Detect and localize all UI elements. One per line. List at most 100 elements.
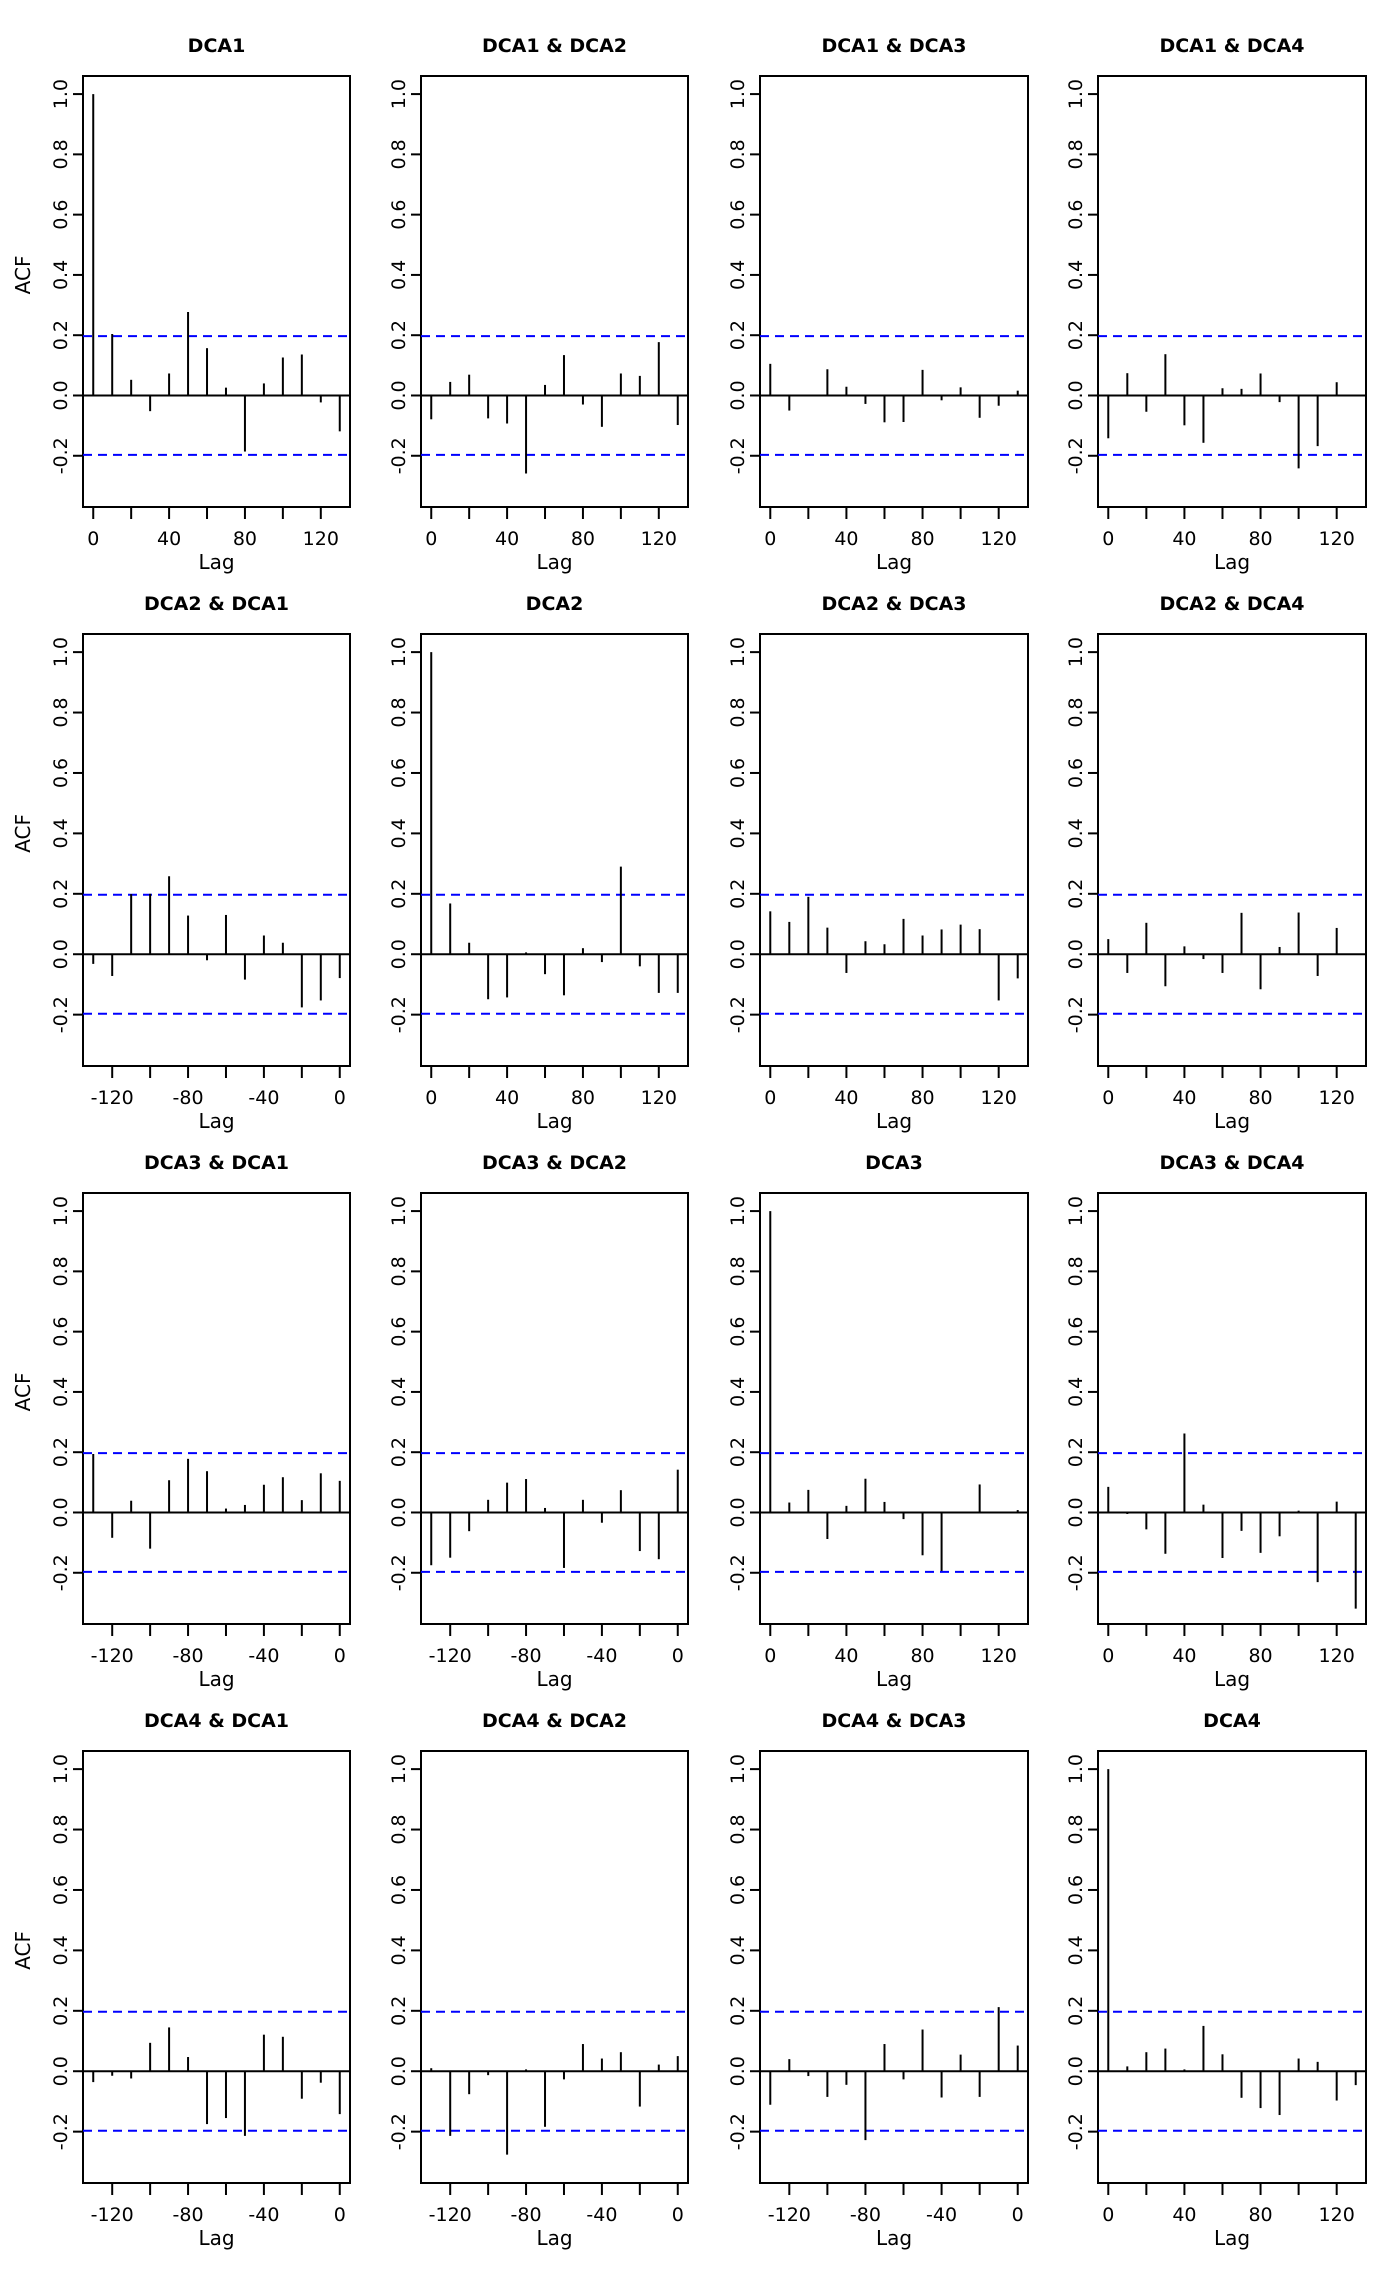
x-axis-label: Lag bbox=[1214, 1109, 1250, 1133]
acf-panel: DCA2 & DCA1 -0.2 0.0 0.2 0.4 0.6 0.8 1.0 -120 -80… bbox=[11, 593, 351, 1133]
y-tick-label: 0.0 bbox=[1065, 1497, 1087, 1527]
y-tick-label: 0.6 bbox=[388, 1317, 410, 1347]
y-tick-label: 0.6 bbox=[1065, 200, 1087, 230]
y-tick-label: 0.4 bbox=[388, 1935, 410, 1965]
y-tick-label: 0.0 bbox=[1065, 939, 1087, 969]
plot-frame bbox=[420, 1192, 689, 1625]
x-tick-label: 0 bbox=[334, 2204, 346, 2226]
x-tick-label: 80 bbox=[1248, 1087, 1272, 1109]
y-tick-label: -0.2 bbox=[50, 996, 72, 1033]
x-tick-label: 0 bbox=[1102, 528, 1114, 550]
x-tick-label: 0 bbox=[1102, 2204, 1114, 2226]
x-tick-label: 0 bbox=[1102, 1645, 1114, 1667]
acf-panel: DCA1 & DCA2 -0.2 0.0 0.2 0.4 0.6 0.8 1.0 0 40 80 12… bbox=[388, 35, 689, 574]
x-axis-label: Lag bbox=[1214, 550, 1250, 574]
x-tick-label: 0 bbox=[672, 2204, 684, 2226]
plot-frame bbox=[420, 1750, 689, 2184]
y-tick-label: 0.2 bbox=[50, 879, 72, 909]
y-tick-label: 0.4 bbox=[727, 818, 749, 848]
panel-title: DCA2 & DCA3 bbox=[821, 593, 966, 615]
x-axis-label: Lag bbox=[1214, 1667, 1250, 1691]
x-tick-label: 0 bbox=[334, 1645, 346, 1667]
panel-title: DCA4 & DCA3 bbox=[821, 1710, 966, 1732]
x-tick-label: -40 bbox=[926, 2204, 957, 2226]
y-tick-label: 0.0 bbox=[50, 1497, 72, 1527]
x-tick-label: 120 bbox=[1319, 1087, 1355, 1109]
panel-title: DCA4 & DCA1 bbox=[144, 1710, 289, 1732]
y-tick-label: 1.0 bbox=[388, 1754, 410, 1784]
y-tick-label: 0.0 bbox=[388, 2056, 410, 2086]
y-tick-label: 0.8 bbox=[727, 697, 749, 727]
y-tick-label: 0.8 bbox=[50, 139, 72, 169]
plot-frame bbox=[1097, 75, 1367, 508]
y-tick-label: 0.8 bbox=[1065, 1814, 1087, 1844]
x-tick-label: 120 bbox=[1319, 1645, 1355, 1667]
x-axis-label: Lag bbox=[536, 1109, 572, 1133]
y-tick-label: 0.4 bbox=[1065, 1935, 1087, 1965]
x-tick-label: 120 bbox=[981, 1645, 1017, 1667]
panel-title: DCA4 bbox=[1203, 1710, 1261, 1732]
x-axis-label: Lag bbox=[198, 2226, 234, 2250]
x-axis-label: Lag bbox=[1214, 2226, 1250, 2250]
y-tick-label: 1.0 bbox=[727, 1754, 749, 1784]
x-tick-label: -120 bbox=[429, 2204, 472, 2226]
y-tick-label: 0.4 bbox=[50, 260, 72, 290]
x-tick-label: -80 bbox=[173, 1087, 204, 1109]
y-tick-label: 0.4 bbox=[727, 260, 749, 290]
y-tick-label: 0.2 bbox=[727, 1437, 749, 1467]
y-tick-label: 0.0 bbox=[50, 2056, 72, 2086]
y-axis-label: ACF bbox=[11, 814, 35, 853]
y-tick-label: 0.0 bbox=[388, 1497, 410, 1527]
y-tick-label: -0.2 bbox=[50, 437, 72, 474]
panel-title: DCA3 bbox=[865, 1152, 923, 1174]
acf-panel: DCA3 -0.2 0.0 0.2 0.4 0.6 0.8 1.0 0 40 80 120 Lag bbox=[727, 1152, 1029, 1691]
x-tick-label: 0 bbox=[87, 528, 99, 550]
y-tick-label: 1.0 bbox=[1065, 1754, 1087, 1784]
y-tick-label: -0.2 bbox=[1065, 2113, 1087, 2150]
x-tick-label: 120 bbox=[981, 528, 1017, 550]
x-tick-label: -80 bbox=[511, 2204, 542, 2226]
x-tick-label: -120 bbox=[429, 1645, 472, 1667]
y-tick-label: 0.0 bbox=[388, 380, 410, 410]
x-axis-label: Lag bbox=[198, 1109, 234, 1133]
y-tick-label: -0.2 bbox=[388, 996, 410, 1033]
y-tick-label: 0.8 bbox=[388, 1814, 410, 1844]
y-tick-label: 0.6 bbox=[50, 758, 72, 788]
x-axis-label: Lag bbox=[536, 550, 572, 574]
y-tick-label: 0.8 bbox=[1065, 1256, 1087, 1286]
x-tick-label: 0 bbox=[425, 1087, 437, 1109]
x-tick-label: 80 bbox=[1248, 2204, 1272, 2226]
y-tick-label: 0.4 bbox=[388, 260, 410, 290]
x-tick-label: -80 bbox=[511, 1645, 542, 1667]
x-tick-label: -40 bbox=[248, 2204, 279, 2226]
y-tick-label: 0.4 bbox=[50, 818, 72, 848]
y-tick-label: 1.0 bbox=[50, 637, 72, 667]
x-tick-label: 80 bbox=[910, 1645, 934, 1667]
y-axis-label: ACF bbox=[11, 1373, 35, 1412]
panel-title: DCA2 & DCA1 bbox=[144, 593, 289, 615]
plot-frame bbox=[82, 75, 351, 508]
x-tick-label: 40 bbox=[1172, 1645, 1196, 1667]
panel-title: DCA1 & DCA2 bbox=[482, 35, 627, 57]
x-tick-label: 80 bbox=[571, 1087, 595, 1109]
x-axis-label: Lag bbox=[198, 1667, 234, 1691]
x-tick-label: -120 bbox=[91, 2204, 134, 2226]
y-tick-label: 0.0 bbox=[727, 2056, 749, 2086]
plot-frame bbox=[759, 633, 1029, 1067]
y-tick-label: 1.0 bbox=[388, 637, 410, 667]
y-tick-label: 0.2 bbox=[1065, 1996, 1087, 2026]
y-tick-label: -0.2 bbox=[1065, 996, 1087, 1033]
y-tick-label: 0.0 bbox=[727, 380, 749, 410]
y-tick-label: 0.8 bbox=[50, 1256, 72, 1286]
panel-title: DCA3 & DCA4 bbox=[1159, 1152, 1304, 1174]
y-tick-label: 0.6 bbox=[50, 1317, 72, 1347]
x-tick-label: 40 bbox=[495, 528, 519, 550]
y-tick-label: 0.6 bbox=[1065, 758, 1087, 788]
plot-frame bbox=[1097, 1192, 1367, 1625]
x-tick-label: 0 bbox=[334, 1087, 346, 1109]
x-tick-label: 0 bbox=[425, 528, 437, 550]
x-tick-label: 120 bbox=[641, 528, 677, 550]
y-tick-label: 1.0 bbox=[1065, 79, 1087, 109]
x-tick-label: 80 bbox=[910, 1087, 934, 1109]
x-tick-label: 80 bbox=[910, 528, 934, 550]
